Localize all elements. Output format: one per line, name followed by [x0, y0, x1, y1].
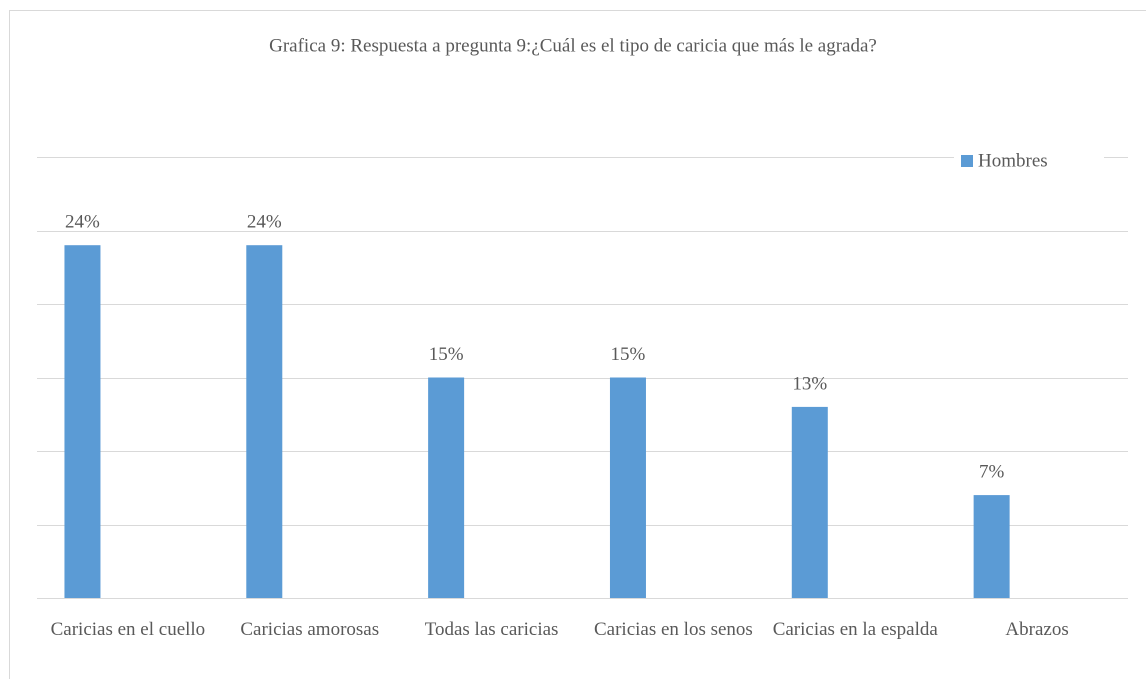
- data-label: 15%: [429, 344, 464, 365]
- bar: [428, 377, 465, 598]
- x-tick-label: Todas las caricias: [424, 619, 559, 640]
- bar: [609, 377, 646, 598]
- data-label: 24%: [247, 212, 282, 233]
- data-label: 15%: [611, 344, 646, 365]
- data-label: 7%: [979, 461, 1005, 482]
- x-tick-label: Abrazos: [1005, 619, 1069, 640]
- x-tick-label: Caricias en los senos: [593, 619, 753, 640]
- legend-swatch: [961, 155, 973, 167]
- legend-label: Hombres: [978, 150, 1048, 171]
- x-tick-label: Caricias en la espalda: [772, 619, 938, 640]
- x-tick-label: Caricias amorosas: [240, 619, 380, 640]
- x-tick-label: Caricias en el cuello: [50, 619, 206, 640]
- chart-border: [9, 10, 1146, 679]
- data-label: 13%: [792, 373, 827, 394]
- bar: [973, 495, 1010, 598]
- chart-title: Grafica 9: Respuesta a pregunta 9:¿Cuál …: [269, 35, 877, 56]
- bar: [791, 406, 828, 598]
- legend-background: [954, 148, 1104, 174]
- bar: [64, 245, 101, 598]
- bar: [246, 245, 283, 598]
- data-label: 24%: [65, 212, 100, 233]
